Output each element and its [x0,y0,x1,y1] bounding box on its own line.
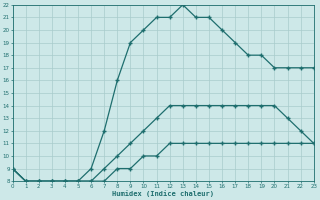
X-axis label: Humidex (Indice chaleur): Humidex (Indice chaleur) [112,190,214,197]
